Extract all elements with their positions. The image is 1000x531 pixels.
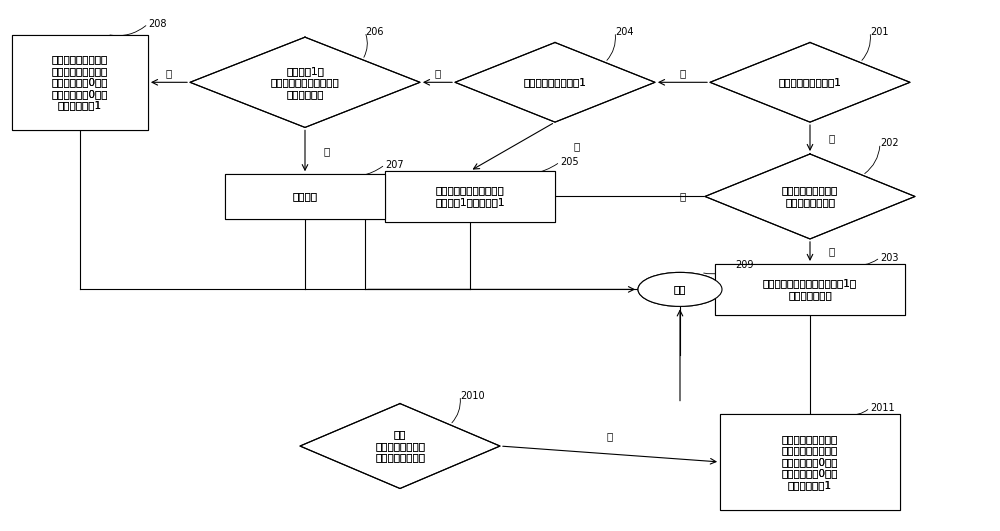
Text: 结束: 结束 bbox=[674, 285, 686, 294]
FancyBboxPatch shape bbox=[225, 174, 385, 219]
Text: 保存数据: 保存数据 bbox=[292, 192, 318, 201]
Text: 201: 201 bbox=[870, 27, 889, 37]
Text: 计数器加1，
判断计数器数值是否小于
数据帧的长度: 计数器加1， 判断计数器数值是否小于 数据帧的长度 bbox=[271, 66, 339, 99]
Text: 2010: 2010 bbox=[460, 391, 485, 400]
Text: 否: 否 bbox=[680, 192, 686, 201]
Text: 保存数据: 保存数据 bbox=[292, 192, 318, 201]
FancyBboxPatch shape bbox=[225, 174, 385, 219]
Text: 判断帧头标识是否为1: 判断帧头标识是否为1 bbox=[779, 78, 841, 87]
Text: 是: 是 bbox=[434, 68, 441, 78]
Text: 保存长度数据，将长度标
识设置为1，计数器加1: 保存长度数据，将长度标 识设置为1，计数器加1 bbox=[435, 186, 505, 207]
Text: 否: 否 bbox=[828, 133, 834, 143]
Polygon shape bbox=[455, 42, 655, 122]
FancyBboxPatch shape bbox=[385, 171, 555, 222]
Text: 判断
计时器的计时是否
超过预设传输时长: 判断 计时器的计时是否 超过预设传输时长 bbox=[375, 430, 425, 463]
Ellipse shape bbox=[638, 272, 722, 306]
Text: 203: 203 bbox=[880, 253, 898, 262]
Polygon shape bbox=[710, 42, 910, 122]
Text: 判断接收到的数据与
预设帧头是否相同: 判断接收到的数据与 预设帧头是否相同 bbox=[782, 186, 838, 207]
Text: 计数器加1，
判断计数器数值是否小于
数据帧的长度: 计数器加1， 判断计数器数值是否小于 数据帧的长度 bbox=[271, 66, 339, 99]
Text: 206: 206 bbox=[365, 27, 384, 37]
Ellipse shape bbox=[638, 272, 722, 306]
Polygon shape bbox=[705, 154, 915, 239]
Text: 是: 是 bbox=[323, 146, 329, 156]
FancyBboxPatch shape bbox=[715, 264, 905, 315]
Text: 208: 208 bbox=[148, 19, 166, 29]
Text: 209: 209 bbox=[735, 261, 754, 270]
FancyBboxPatch shape bbox=[385, 171, 555, 222]
Text: 否: 否 bbox=[166, 68, 172, 78]
Text: 清除数据，计数器清
零，计时器清零，帧
头标识设置为0，长
度标识设置为0，完
成标识设置为1: 清除数据，计数器清 零，计时器清零，帧 头标识设置为0，长 度标识设置为0，完 … bbox=[782, 434, 838, 490]
Text: 否: 否 bbox=[573, 142, 579, 151]
Text: 保存数据，计数器清
零，计时器清零，帧
头标识设置为0，长
度标识设置为0，完
成标识设置为1: 保存数据，计数器清 零，计时器清零，帧 头标识设置为0，长 度标识设置为0，完 … bbox=[52, 54, 108, 110]
Polygon shape bbox=[300, 404, 500, 489]
Text: 是: 是 bbox=[828, 246, 834, 256]
Text: 207: 207 bbox=[385, 160, 404, 169]
FancyBboxPatch shape bbox=[720, 414, 900, 510]
FancyBboxPatch shape bbox=[12, 35, 148, 130]
Text: 是: 是 bbox=[679, 68, 686, 78]
Text: 保存帧头，将帧头标识设置为1，
计时器开始计时: 保存帧头，将帧头标识设置为1， 计时器开始计时 bbox=[763, 279, 857, 300]
Text: 205: 205 bbox=[560, 157, 579, 167]
Text: 判断接收到的数据与
预设帧头是否相同: 判断接收到的数据与 预设帧头是否相同 bbox=[782, 186, 838, 207]
Polygon shape bbox=[190, 37, 420, 127]
FancyBboxPatch shape bbox=[720, 414, 900, 510]
Text: 判断长度标识是否为1: 判断长度标识是否为1 bbox=[524, 78, 586, 87]
Text: 2011: 2011 bbox=[870, 403, 895, 413]
Polygon shape bbox=[710, 42, 910, 122]
FancyBboxPatch shape bbox=[715, 264, 905, 315]
Polygon shape bbox=[300, 404, 500, 489]
Text: 判断
计时器的计时是否
超过预设传输时长: 判断 计时器的计时是否 超过预设传输时长 bbox=[375, 430, 425, 463]
Text: 保存帧头，将帧头标识设置为1，
计时器开始计时: 保存帧头，将帧头标识设置为1， 计时器开始计时 bbox=[763, 279, 857, 300]
FancyBboxPatch shape bbox=[12, 35, 148, 130]
Text: 保存长度数据，将长度标
识设置为1，计数器加1: 保存长度数据，将长度标 识设置为1，计数器加1 bbox=[435, 186, 505, 207]
Text: 判断长度标识是否为1: 判断长度标识是否为1 bbox=[524, 78, 586, 87]
Text: 保存数据，计数器清
零，计时器清零，帧
头标识设置为0，长
度标识设置为0，完
成标识设置为1: 保存数据，计数器清 零，计时器清零，帧 头标识设置为0，长 度标识设置为0，完 … bbox=[52, 54, 108, 110]
Text: 202: 202 bbox=[880, 139, 899, 148]
Text: 204: 204 bbox=[615, 27, 634, 37]
Polygon shape bbox=[190, 37, 420, 127]
Text: 是: 是 bbox=[607, 432, 613, 441]
Polygon shape bbox=[705, 154, 915, 239]
Text: 判断帧头标识是否为1: 判断帧头标识是否为1 bbox=[779, 78, 841, 87]
Text: 清除数据，计数器清
零，计时器清零，帧
头标识设置为0，长
度标识设置为0，完
成标识设置为1: 清除数据，计数器清 零，计时器清零，帧 头标识设置为0，长 度标识设置为0，完 … bbox=[782, 434, 838, 490]
Polygon shape bbox=[455, 42, 655, 122]
Text: 结束: 结束 bbox=[674, 285, 686, 294]
